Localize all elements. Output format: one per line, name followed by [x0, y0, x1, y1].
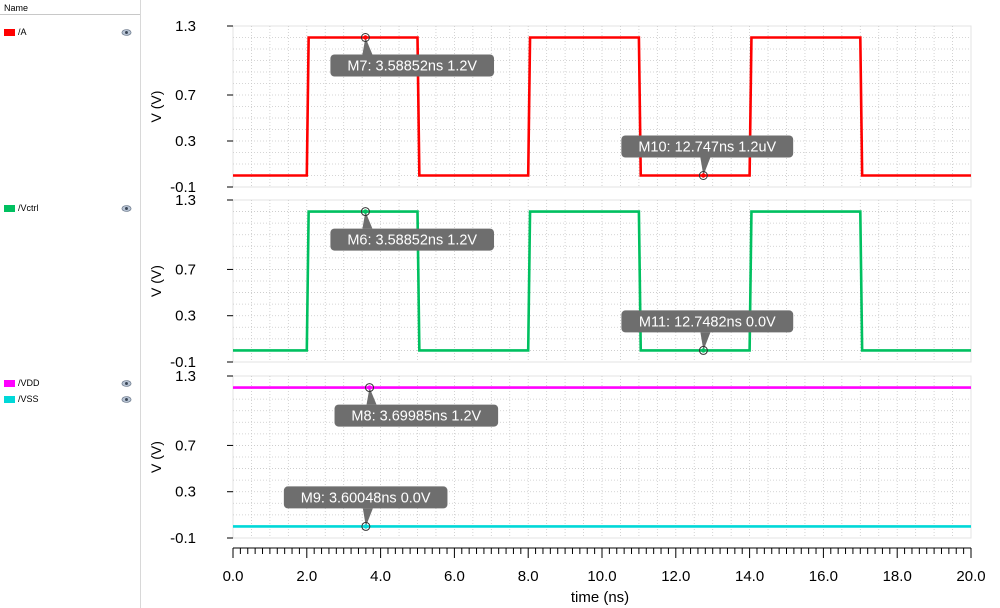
y-axis-label: V (V)	[148, 441, 164, 473]
plot-panel-2: 1.3 0.7 0.3 -0.1 V (V) M6: 3.58852ns 1.2V M11:…	[148, 192, 972, 371]
y-tick-label: 1.3	[175, 18, 196, 35]
name-column-header: Name	[0, 0, 140, 15]
marker-pointer	[700, 332, 711, 351]
eye-icon[interactable]	[121, 27, 132, 38]
y-tick-label: -0.1	[170, 354, 196, 371]
eye-icon[interactable]	[121, 378, 132, 389]
x-tick-label: 6.0	[444, 568, 465, 585]
eye-icon[interactable]	[121, 394, 132, 405]
eye-icon[interactable]	[121, 203, 132, 214]
marker-label-box	[621, 310, 794, 333]
y-axis-label: V (V)	[148, 265, 164, 297]
y-tick-label: 0.7	[175, 87, 196, 104]
marker-pointer	[362, 508, 373, 527]
y-axis-label: V (V)	[148, 91, 164, 123]
marker-point	[698, 171, 708, 180]
marker-pointer	[366, 387, 377, 405]
y-tick-label: 0.3	[175, 308, 196, 325]
x-tick-label: 14.0	[735, 568, 764, 585]
marker-point	[698, 345, 708, 355]
signal-browser: Name /A /Vctrl /VDD /VSS	[0, 0, 141, 608]
marker-label: M10: 12.747ns 1.2uV	[638, 140, 776, 156]
marker-dot	[363, 35, 368, 40]
x-tick-label: 10.0	[587, 568, 616, 585]
signal-item-a[interactable]: /A	[4, 26, 132, 38]
y-tick-label: 0.3	[175, 484, 196, 501]
signal-color-swatch	[4, 395, 15, 403]
marker-dot	[367, 385, 372, 390]
marker-point	[360, 33, 370, 42]
x-tick-label: 4.0	[370, 568, 391, 585]
marker-label: M6: 3.58852ns 1.2V	[347, 233, 477, 249]
series-line-a	[233, 36, 971, 177]
marker-label-box	[621, 135, 794, 158]
marker-dot	[363, 209, 368, 214]
marker-pointer	[362, 37, 373, 55]
x-tick-label: 18.0	[883, 568, 912, 585]
x-tick-label: 16.0	[809, 568, 838, 585]
marker-label-box	[283, 486, 448, 509]
marker-point	[360, 207, 370, 217]
signal-item-vdd[interactable]: /VDD	[4, 377, 132, 389]
y-tick-label: -0.1	[170, 530, 196, 547]
y-tick-label: 0.7	[175, 437, 196, 454]
x-tick-label: 20.0	[956, 568, 985, 585]
signal-label: /A	[18, 27, 27, 37]
x-tick-label: 0.0	[223, 568, 244, 585]
signal-color-swatch	[4, 204, 15, 212]
signal-item-vss[interactable]: /VSS	[4, 393, 132, 405]
x-axis-label: time (ns)	[571, 589, 629, 606]
marker-dot	[363, 524, 369, 529]
marker-pointer	[700, 157, 711, 176]
marker-label: M7: 3.58852ns 1.2V	[347, 59, 477, 75]
marker-pointer	[362, 211, 373, 229]
y-tick-label: 0.7	[175, 261, 196, 278]
x-tick-label: 2.0	[296, 568, 317, 585]
plot-panel-3: 1.3 0.7 0.3 -0.1 V (V) M8: 3.69985ns 1.2V M9: …	[148, 368, 972, 547]
signal-label: /VDD	[18, 378, 40, 388]
marker-dot	[701, 173, 706, 178]
y-tick-label: 0.3	[175, 133, 196, 150]
series-line-vctrl	[233, 210, 971, 352]
signal-color-swatch	[4, 379, 15, 387]
x-axis: 0.0 2.0 4.0 6.0 8.0 10.0 12.0 14.0 16.0 18.0 20.0 t…	[223, 547, 986, 606]
y-tick-label: 1.3	[175, 192, 196, 209]
signal-color-swatch	[4, 28, 15, 36]
signal-label: /Vctrl	[18, 203, 39, 213]
marker-point	[361, 521, 371, 531]
plot-panel-1: 1.3 0.7 0.3 -0.1 V (V) M7: 3.58852ns 1.2V M10:…	[148, 18, 972, 196]
marker-label-box	[330, 54, 495, 77]
marker-label-box	[334, 404, 499, 427]
marker-point	[365, 383, 375, 393]
x-tick-label: 8.0	[518, 568, 539, 585]
signal-item-vctrl[interactable]: /Vctrl	[4, 202, 132, 214]
signal-label: /VSS	[18, 394, 39, 404]
marker-dot	[701, 348, 706, 353]
marker-label-box	[330, 228, 495, 251]
y-tick-label: -0.1	[170, 179, 196, 196]
marker-label: M11: 12.7482ns 0.0V	[639, 314, 776, 330]
x-tick-label: 12.0	[661, 568, 690, 585]
marker-label: M9: 3.60048ns 0.0V	[301, 490, 431, 506]
y-tick-label: 1.3	[175, 368, 196, 385]
marker-label: M8: 3.69985ns 1.2V	[351, 409, 481, 425]
